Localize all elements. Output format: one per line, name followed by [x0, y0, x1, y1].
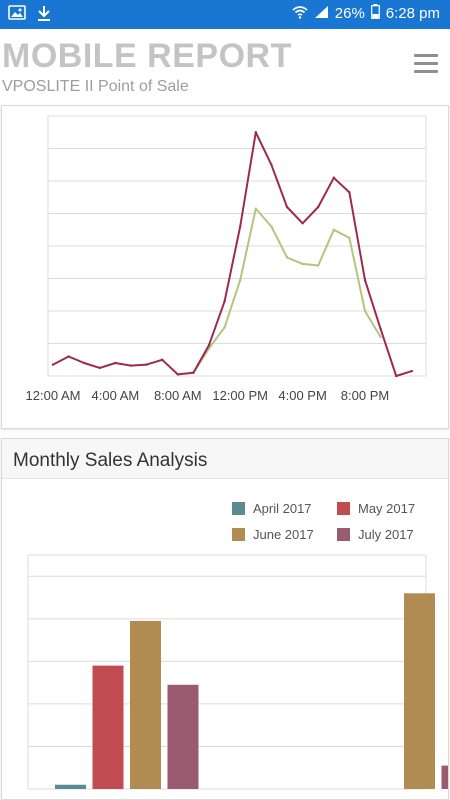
data-point	[317, 264, 320, 267]
data-point	[98, 366, 102, 370]
monthly-sales-card: Monthly Sales Analysis April 2017 May 20…	[1, 438, 449, 800]
data-point	[332, 176, 335, 179]
series-line	[52, 131, 413, 377]
data-point	[207, 343, 211, 347]
bar	[130, 620, 161, 789]
x-tick-label: 4:00 PM	[278, 388, 326, 403]
legend-item-june[interactable]: June 2017	[232, 527, 314, 542]
data-point	[161, 358, 164, 361]
app-header: MOBILE REPORT VPOSLITE II Point of Sale	[0, 29, 450, 103]
battery-text: 26%	[334, 5, 365, 22]
data-point	[67, 355, 70, 358]
data-point	[285, 256, 289, 259]
data-point	[348, 191, 351, 194]
data-point	[176, 373, 179, 376]
data-point	[192, 371, 195, 374]
bar	[167, 684, 199, 789]
x-tick-label: 8:00 PM	[341, 388, 389, 403]
x-tick-label: 8:00 AM	[154, 388, 202, 403]
data-point	[301, 262, 304, 266]
bar	[92, 665, 124, 789]
data-point	[83, 361, 86, 365]
bar	[441, 765, 448, 789]
series-line	[192, 207, 382, 374]
data-point	[270, 163, 273, 166]
card-header: Monthly Sales Analysis	[2, 439, 448, 479]
data-point	[348, 236, 351, 240]
data-point	[239, 278, 242, 282]
legend-swatch	[232, 502, 245, 515]
data-point	[145, 363, 148, 366]
data-point	[51, 363, 55, 366]
bar	[55, 784, 86, 789]
legend-label: July 2017	[358, 527, 414, 542]
data-point	[363, 278, 367, 282]
data-point	[395, 374, 398, 378]
x-tick-label: 4:00 AM	[92, 388, 140, 403]
x-tick-label: 12:00 PM	[212, 388, 268, 403]
data-point	[379, 335, 382, 339]
data-point	[363, 309, 367, 313]
hourly-sales-line-chart: 12:00 AM 4:00 AM 8:00 AM 12:00 PM 4:00 PM 8:0…	[26, 115, 427, 403]
data-point	[301, 222, 304, 225]
download-icon	[36, 5, 52, 27]
signal-icon	[314, 5, 329, 23]
legend-swatch	[337, 528, 350, 541]
data-point	[410, 369, 413, 373]
image-icon	[8, 5, 26, 27]
legend-item-april[interactable]: April 2017	[232, 501, 312, 516]
data-point	[270, 225, 273, 228]
legend-item-july[interactable]: July 2017	[337, 527, 414, 542]
card-title: Monthly Sales Analysis	[13, 450, 208, 471]
page-subtitle: VPOSLITE II Point of Sale	[2, 78, 189, 95]
legend-label: April 2017	[253, 501, 312, 516]
legend-item-may[interactable]: May 2017	[337, 501, 415, 516]
clock-time: 6:28 pm	[385, 5, 440, 22]
x-tick-label: 12:00 AM	[26, 388, 81, 403]
data-point	[317, 205, 320, 209]
wifi-icon	[292, 5, 308, 23]
data-point	[239, 225, 242, 228]
data-point	[285, 205, 289, 209]
hamburger-menu-icon[interactable]	[414, 54, 438, 74]
monthly-sales-bar-chart	[27, 554, 448, 790]
data-point	[254, 131, 257, 134]
data-point	[223, 326, 226, 329]
hourly-sales-card: 12:00 AM 4:00 AM 8:00 AM 12:00 PM 4:00 PM 8:0…	[1, 105, 449, 429]
legend-swatch	[337, 502, 350, 515]
data-point	[114, 361, 117, 365]
battery-icon	[370, 4, 380, 23]
legend-label: June 2017	[253, 527, 314, 542]
legend-swatch	[232, 528, 245, 541]
page-title: MOBILE REPORT	[2, 37, 292, 75]
data-point	[332, 228, 335, 231]
status-bar: 26% 6:28 pm	[0, 0, 450, 29]
legend-label: May 2017	[358, 501, 416, 516]
bar	[404, 593, 435, 789]
data-point	[129, 364, 133, 367]
data-point	[379, 327, 382, 331]
data-point	[223, 300, 226, 303]
data-point	[254, 207, 257, 210]
